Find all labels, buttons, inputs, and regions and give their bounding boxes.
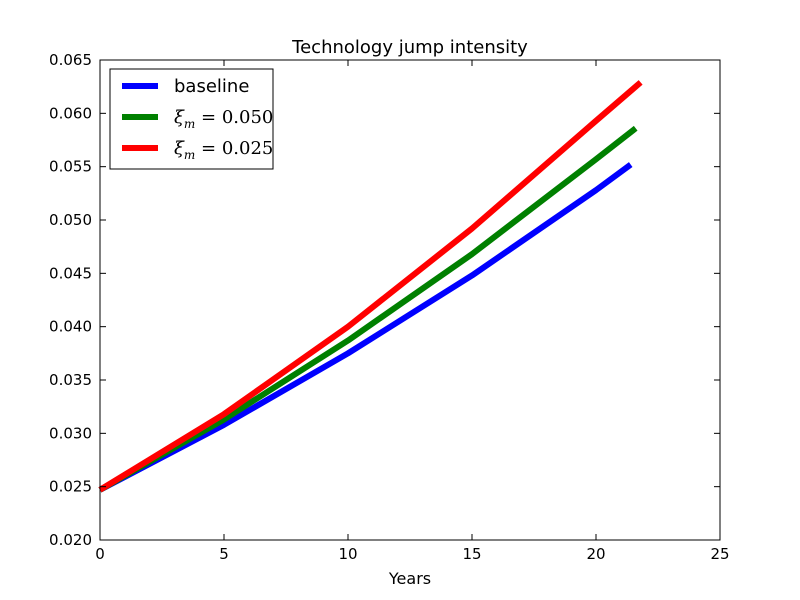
series-layer <box>98 80 643 493</box>
series-line-3 <box>98 80 643 493</box>
x-tick-label-5: 25 <box>710 545 729 563</box>
legend-label-3: ξm = 0.025 <box>174 138 273 162</box>
x-tick-label-4: 20 <box>586 545 605 563</box>
legend-label-2: ξm = 0.050 <box>174 107 273 131</box>
y-tick-label-2: 0.030 <box>49 424 92 442</box>
plot-frame <box>99 59 721 541</box>
tick-label-layer: 0 5 10 15 20 25 0.020 0.025 0.030 0.035 0.040 0.045… <box>49 51 730 563</box>
y-tick-label-1: 0.025 <box>49 478 92 496</box>
series-line-1 <box>98 162 633 493</box>
legend-label-1: baseline <box>174 76 249 97</box>
y-tick-label-0: 0.020 <box>49 531 92 549</box>
x-tick-label-0: 0 <box>95 545 105 563</box>
x-tick-label-1: 5 <box>219 545 229 563</box>
legend-items: baseline ξm = 0.050 ξm = 0.025 <box>122 76 273 162</box>
tick-layer <box>99 59 721 541</box>
x-tick-label-2: 10 <box>338 545 357 563</box>
series-line-2 <box>98 125 638 493</box>
y-tick-label-5: 0.045 <box>49 264 92 282</box>
legend: baseline ξm = 0.050 ξm = 0.025 <box>109 68 274 170</box>
y-tick-label-8: 0.060 <box>49 104 92 122</box>
y-tick-label-4: 0.040 <box>49 318 92 336</box>
chart-title: Technology jump intensity <box>291 37 528 58</box>
x-axis-title: Years <box>388 569 431 588</box>
x-tick-label-3: 15 <box>462 545 481 563</box>
y-tick-label-9: 0.065 <box>49 51 92 69</box>
y-tick-label-7: 0.055 <box>49 158 92 176</box>
y-tick-label-3: 0.035 <box>49 371 92 389</box>
y-tick-label-6: 0.050 <box>49 211 92 229</box>
